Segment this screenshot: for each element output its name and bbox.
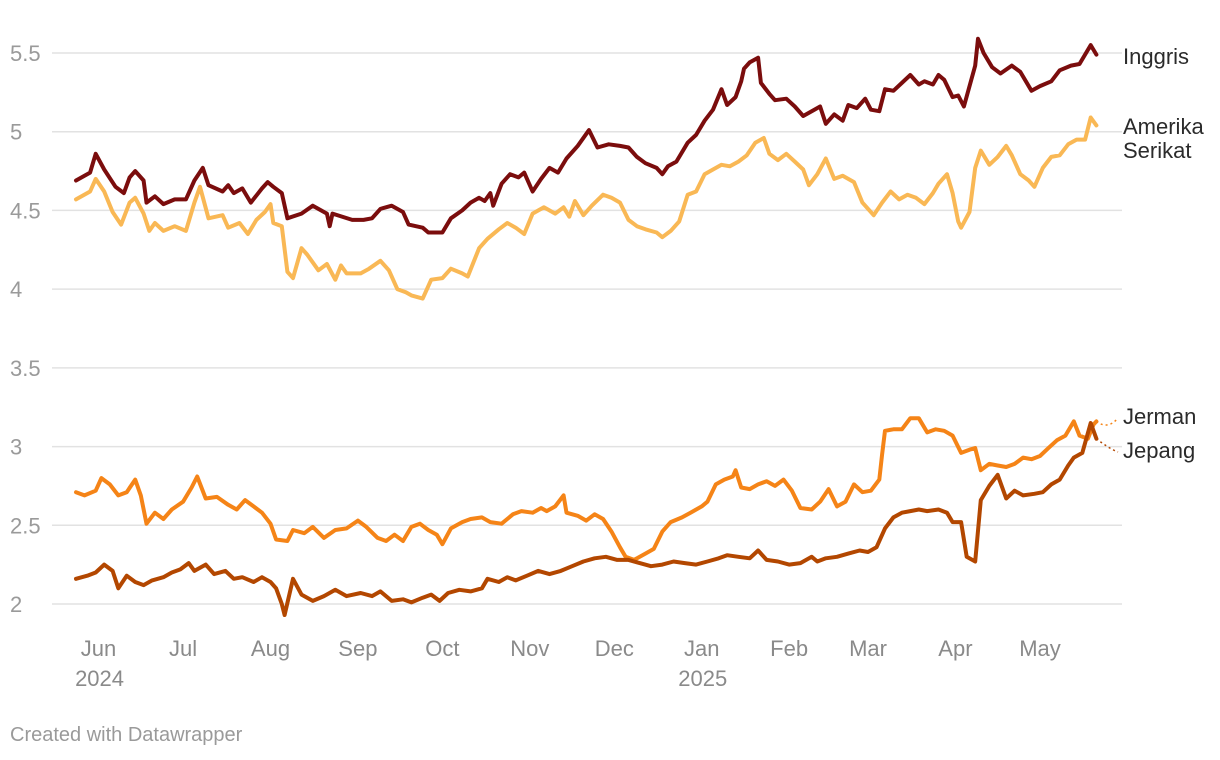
y-tick-label: 3.5 — [10, 356, 41, 381]
footer-credit: Created with Datawrapper — [10, 724, 243, 746]
x-tick-label: Sep — [338, 636, 377, 661]
series-line-jepang — [74, 421, 1099, 617]
series-line-amerika-serikat — [74, 115, 1099, 301]
y-tick-label: 4 — [10, 277, 22, 302]
x-tick-year-label: 2025 — [678, 666, 727, 691]
x-tick-label: Jul — [169, 636, 197, 661]
x-tick-label: Apr — [938, 636, 972, 661]
x-tick-label: Nov — [510, 636, 549, 661]
x-tick-label: Oct — [425, 636, 459, 661]
x-tick-label: Jun — [81, 636, 116, 661]
y-tick-label: 2 — [10, 592, 22, 617]
x-tick-label: Dec — [595, 636, 634, 661]
series-label-jepang: Jepang — [1123, 438, 1195, 463]
connector-jepang — [1095, 438, 1119, 453]
series-label-inggris: Inggris — [1123, 44, 1189, 69]
x-tick-label: Jan — [684, 636, 719, 661]
series-line-jerman — [74, 416, 1099, 562]
y-tick-label: 5.5 — [10, 41, 41, 66]
y-tick-label: 5 — [10, 120, 22, 145]
series-line-inggris — [74, 36, 1099, 235]
x-tick-label: Mar — [849, 636, 887, 661]
connector-jerman — [1095, 417, 1119, 426]
series-label-amerika-serikat: Serikat — [1123, 138, 1191, 163]
x-tick-label: May — [1019, 636, 1061, 661]
y-tick-label: 4.5 — [10, 198, 41, 223]
y-tick-label: 3 — [10, 435, 22, 460]
x-tick-label: Feb — [770, 636, 808, 661]
series-label-jerman: Jerman — [1123, 404, 1196, 429]
x-tick-label: Aug — [251, 636, 290, 661]
series-label-amerika-serikat: Amerika — [1123, 114, 1204, 139]
y-tick-label: 2.5 — [10, 513, 41, 538]
x-tick-year-label: 2024 — [75, 666, 124, 691]
